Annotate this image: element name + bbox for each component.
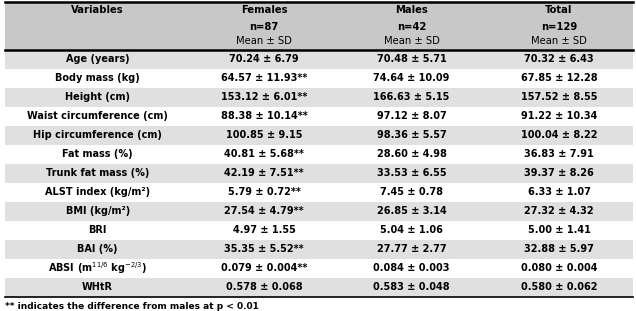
Text: 5.79 ± 0.72**: 5.79 ± 0.72**: [228, 188, 300, 197]
Text: Mean ± SD: Mean ± SD: [236, 36, 292, 46]
Text: ABSI (m$^{11/6}$ kg$^{-2/3}$): ABSI (m$^{11/6}$ kg$^{-2/3}$): [48, 261, 147, 276]
Text: 39.37 ± 8.26: 39.37 ± 8.26: [524, 168, 594, 179]
Text: Variables: Variables: [71, 5, 124, 15]
Bar: [5, 240, 633, 259]
Text: ** indicates the difference from males at p < 0.01: ** indicates the difference from males a…: [5, 302, 259, 311]
Text: 27.77 ± 2.77: 27.77 ± 2.77: [377, 244, 446, 254]
Text: 36.83 ± 7.91: 36.83 ± 7.91: [524, 149, 594, 159]
Text: WHtR: WHtR: [82, 282, 113, 293]
Text: 0.578 ± 0.068: 0.578 ± 0.068: [226, 282, 302, 293]
Text: BRI: BRI: [88, 225, 107, 235]
Text: 0.080 ± 0.004: 0.080 ± 0.004: [521, 263, 597, 273]
Bar: [5, 107, 633, 126]
Bar: [5, 145, 633, 164]
Text: 70.48 ± 5.71: 70.48 ± 5.71: [377, 54, 446, 64]
Text: Hip circumference (cm): Hip circumference (cm): [33, 130, 162, 140]
Text: 7.45 ± 0.78: 7.45 ± 0.78: [380, 188, 443, 197]
Bar: [5, 88, 633, 107]
Bar: [5, 183, 633, 202]
Text: 153.12 ± 6.01**: 153.12 ± 6.01**: [221, 92, 307, 102]
Bar: [5, 2, 633, 50]
Text: 98.36 ± 5.57: 98.36 ± 5.57: [377, 130, 446, 140]
Text: BMI (kg/m²): BMI (kg/m²): [66, 207, 130, 216]
Text: 32.88 ± 5.97: 32.88 ± 5.97: [524, 244, 594, 254]
Text: Trunk fat mass (%): Trunk fat mass (%): [46, 168, 149, 179]
Text: 157.52 ± 8.55: 157.52 ± 8.55: [521, 92, 597, 102]
Text: 70.32 ± 6.43: 70.32 ± 6.43: [524, 54, 594, 64]
Text: 0.580 ± 0.062: 0.580 ± 0.062: [521, 282, 597, 293]
Text: Body mass (kg): Body mass (kg): [55, 73, 140, 83]
Text: 91.22 ± 10.34: 91.22 ± 10.34: [521, 111, 597, 121]
Text: 42.19 ± 7.51**: 42.19 ± 7.51**: [225, 168, 304, 179]
Text: 5.04 ± 1.06: 5.04 ± 1.06: [380, 225, 443, 235]
Text: Mean ± SD: Mean ± SD: [384, 36, 439, 46]
Bar: [5, 164, 633, 183]
Text: 100.85 ± 9.15: 100.85 ± 9.15: [226, 130, 302, 140]
Text: Waist circumference (cm): Waist circumference (cm): [27, 111, 168, 121]
Bar: [5, 202, 633, 221]
Text: Total: Total: [546, 5, 573, 15]
Text: 70.24 ± 6.79: 70.24 ± 6.79: [229, 54, 299, 64]
Text: 28.60 ± 4.98: 28.60 ± 4.98: [377, 149, 446, 159]
Bar: [5, 69, 633, 88]
Text: 40.81 ± 5.68**: 40.81 ± 5.68**: [224, 149, 304, 159]
Text: 97.12 ± 8.07: 97.12 ± 8.07: [377, 111, 446, 121]
Text: 27.54 ± 4.79**: 27.54 ± 4.79**: [225, 207, 304, 216]
Bar: [5, 50, 633, 69]
Text: 88.38 ± 10.14**: 88.38 ± 10.14**: [221, 111, 307, 121]
Text: Age (years): Age (years): [66, 54, 130, 64]
Bar: [5, 259, 633, 278]
Text: 35.35 ± 5.52**: 35.35 ± 5.52**: [225, 244, 304, 254]
Text: 0.079 ± 0.004**: 0.079 ± 0.004**: [221, 263, 307, 273]
Text: Females: Females: [241, 5, 287, 15]
Text: ALST index (kg/m²): ALST index (kg/m²): [45, 188, 150, 197]
Text: 0.084 ± 0.003: 0.084 ± 0.003: [373, 263, 450, 273]
Text: Height (cm): Height (cm): [65, 92, 130, 102]
Text: 74.64 ± 10.09: 74.64 ± 10.09: [373, 73, 450, 83]
Text: 27.32 ± 4.32: 27.32 ± 4.32: [524, 207, 594, 216]
Text: 166.63 ± 5.15: 166.63 ± 5.15: [373, 92, 450, 102]
Bar: [5, 278, 633, 297]
Text: n=42: n=42: [397, 22, 426, 32]
Text: 5.00 ± 1.41: 5.00 ± 1.41: [528, 225, 590, 235]
Text: BAI (%): BAI (%): [78, 244, 118, 254]
Text: 26.85 ± 3.14: 26.85 ± 3.14: [377, 207, 446, 216]
Text: 4.97 ± 1.55: 4.97 ± 1.55: [233, 225, 296, 235]
Text: 67.85 ± 12.28: 67.85 ± 12.28: [521, 73, 597, 83]
Bar: [5, 126, 633, 145]
Bar: [5, 221, 633, 240]
Text: n=87: n=87: [249, 22, 279, 32]
Text: Mean ± SD: Mean ± SD: [531, 36, 587, 46]
Text: Fat mass (%): Fat mass (%): [62, 149, 133, 159]
Text: Males: Males: [395, 5, 428, 15]
Text: 0.583 ± 0.048: 0.583 ± 0.048: [373, 282, 450, 293]
Text: 64.57 ± 11.93**: 64.57 ± 11.93**: [221, 73, 307, 83]
Text: 100.04 ± 8.22: 100.04 ± 8.22: [521, 130, 597, 140]
Text: 33.53 ± 6.55: 33.53 ± 6.55: [377, 168, 446, 179]
Text: n=129: n=129: [541, 22, 577, 32]
Text: 6.33 ± 1.07: 6.33 ± 1.07: [528, 188, 590, 197]
